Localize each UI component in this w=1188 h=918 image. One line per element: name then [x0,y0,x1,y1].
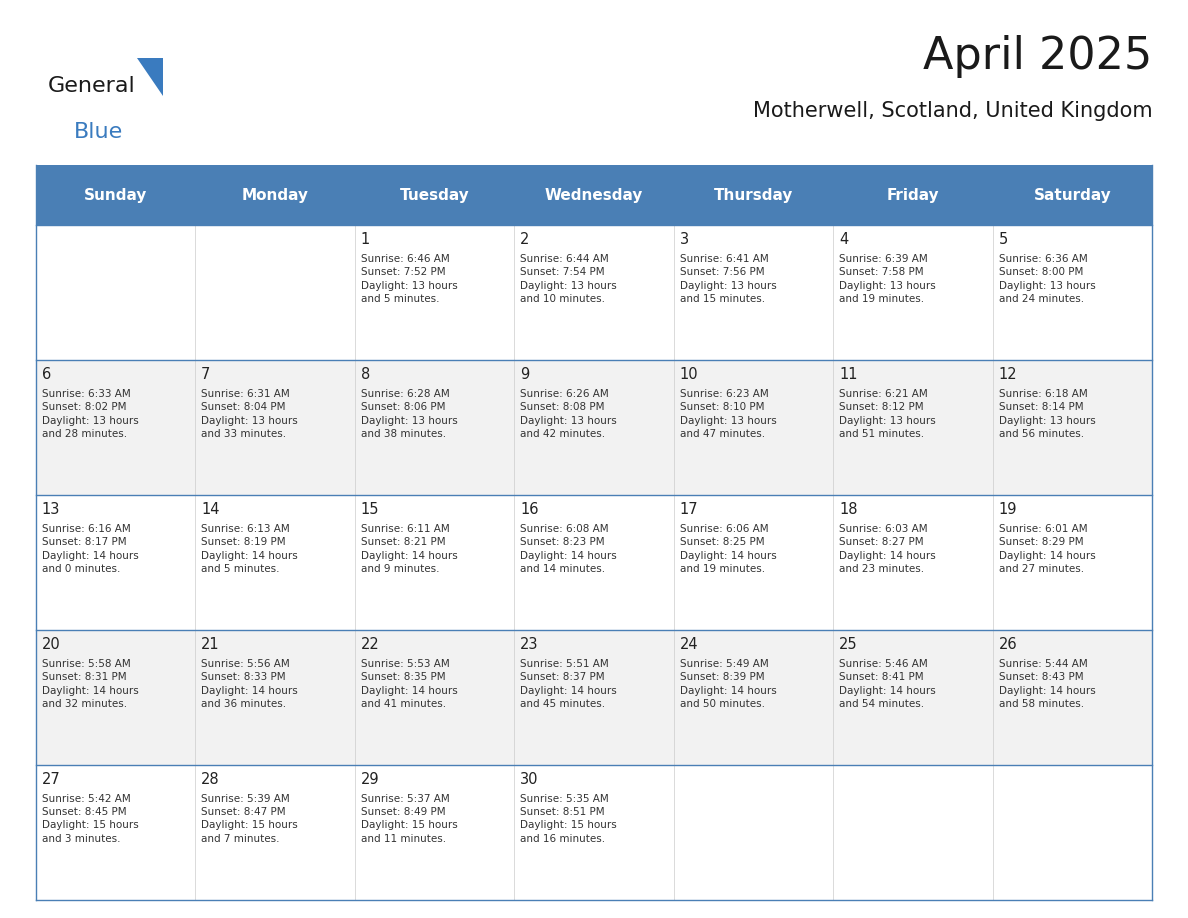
Text: General: General [48,76,135,96]
Text: 13: 13 [42,502,59,517]
Text: Sunrise: 6:16 AM
Sunset: 8:17 PM
Daylight: 14 hours
and 0 minutes.: Sunrise: 6:16 AM Sunset: 8:17 PM Dayligh… [42,524,138,574]
Text: Sunrise: 6:41 AM
Sunset: 7:56 PM
Daylight: 13 hours
and 15 minutes.: Sunrise: 6:41 AM Sunset: 7:56 PM Dayligh… [680,254,777,304]
Bar [36,225,1152,360]
Text: Monday: Monday [241,187,309,203]
Text: 4: 4 [839,232,848,247]
Text: 22: 22 [361,637,379,652]
Text: 5: 5 [999,232,1009,247]
Text: Saturday: Saturday [1034,187,1112,203]
Text: Sunrise: 5:44 AM
Sunset: 8:43 PM
Daylight: 14 hours
and 58 minutes.: Sunrise: 5:44 AM Sunset: 8:43 PM Dayligh… [999,659,1095,709]
Text: 1: 1 [361,232,369,247]
Text: Sunrise: 5:58 AM
Sunset: 8:31 PM
Daylight: 14 hours
and 32 minutes.: Sunrise: 5:58 AM Sunset: 8:31 PM Dayligh… [42,659,138,709]
Text: Sunrise: 6:23 AM
Sunset: 8:10 PM
Daylight: 13 hours
and 47 minutes.: Sunrise: 6:23 AM Sunset: 8:10 PM Dayligh… [680,389,777,439]
Text: Sunrise: 5:35 AM
Sunset: 8:51 PM
Daylight: 15 hours
and 16 minutes.: Sunrise: 5:35 AM Sunset: 8:51 PM Dayligh… [520,794,617,844]
Text: Sunrise: 6:18 AM
Sunset: 8:14 PM
Daylight: 13 hours
and 56 minutes.: Sunrise: 6:18 AM Sunset: 8:14 PM Dayligh… [999,389,1095,439]
Text: Sunrise: 6:08 AM
Sunset: 8:23 PM
Daylight: 14 hours
and 14 minutes.: Sunrise: 6:08 AM Sunset: 8:23 PM Dayligh… [520,524,617,574]
Text: 16: 16 [520,502,538,517]
Text: Sunrise: 6:26 AM
Sunset: 8:08 PM
Daylight: 13 hours
and 42 minutes.: Sunrise: 6:26 AM Sunset: 8:08 PM Dayligh… [520,389,617,439]
Text: Sunrise: 6:33 AM
Sunset: 8:02 PM
Daylight: 13 hours
and 28 minutes.: Sunrise: 6:33 AM Sunset: 8:02 PM Dayligh… [42,389,138,439]
Text: 8: 8 [361,367,369,382]
Text: 28: 28 [201,772,220,787]
Text: Tuesday: Tuesday [399,187,469,203]
Bar [36,765,1152,900]
Text: Blue: Blue [74,122,122,142]
Text: 27: 27 [42,772,61,787]
Text: Sunrise: 5:53 AM
Sunset: 8:35 PM
Daylight: 14 hours
and 41 minutes.: Sunrise: 5:53 AM Sunset: 8:35 PM Dayligh… [361,659,457,709]
Text: 12: 12 [999,367,1017,382]
Text: Sunrise: 6:44 AM
Sunset: 7:54 PM
Daylight: 13 hours
and 10 minutes.: Sunrise: 6:44 AM Sunset: 7:54 PM Dayligh… [520,254,617,304]
Text: 24: 24 [680,637,699,652]
Text: 9: 9 [520,367,530,382]
Text: 23: 23 [520,637,538,652]
Polygon shape [137,58,163,96]
Text: 7: 7 [201,367,210,382]
Text: Sunrise: 6:39 AM
Sunset: 7:58 PM
Daylight: 13 hours
and 19 minutes.: Sunrise: 6:39 AM Sunset: 7:58 PM Dayligh… [839,254,936,304]
Text: Sunday: Sunday [83,187,147,203]
Text: 6: 6 [42,367,51,382]
Text: 26: 26 [999,637,1017,652]
Text: 17: 17 [680,502,699,517]
Text: Sunrise: 5:49 AM
Sunset: 8:39 PM
Daylight: 14 hours
and 50 minutes.: Sunrise: 5:49 AM Sunset: 8:39 PM Dayligh… [680,659,777,709]
Text: 19: 19 [999,502,1017,517]
Text: 10: 10 [680,367,699,382]
Text: Friday: Friday [886,187,940,203]
Text: 2: 2 [520,232,530,247]
Text: Sunrise: 6:46 AM
Sunset: 7:52 PM
Daylight: 13 hours
and 5 minutes.: Sunrise: 6:46 AM Sunset: 7:52 PM Dayligh… [361,254,457,304]
Text: Sunrise: 5:46 AM
Sunset: 8:41 PM
Daylight: 14 hours
and 54 minutes.: Sunrise: 5:46 AM Sunset: 8:41 PM Dayligh… [839,659,936,709]
Text: 20: 20 [42,637,61,652]
Text: Sunrise: 5:39 AM
Sunset: 8:47 PM
Daylight: 15 hours
and 7 minutes.: Sunrise: 5:39 AM Sunset: 8:47 PM Dayligh… [201,794,298,844]
Bar [36,360,1152,495]
Text: Sunrise: 6:21 AM
Sunset: 8:12 PM
Daylight: 13 hours
and 51 minutes.: Sunrise: 6:21 AM Sunset: 8:12 PM Dayligh… [839,389,936,439]
Text: Sunrise: 6:11 AM
Sunset: 8:21 PM
Daylight: 14 hours
and 9 minutes.: Sunrise: 6:11 AM Sunset: 8:21 PM Dayligh… [361,524,457,574]
Text: 29: 29 [361,772,379,787]
Text: Sunrise: 5:42 AM
Sunset: 8:45 PM
Daylight: 15 hours
and 3 minutes.: Sunrise: 5:42 AM Sunset: 8:45 PM Dayligh… [42,794,138,844]
Text: Sunrise: 5:37 AM
Sunset: 8:49 PM
Daylight: 15 hours
and 11 minutes.: Sunrise: 5:37 AM Sunset: 8:49 PM Dayligh… [361,794,457,844]
Text: Sunrise: 6:31 AM
Sunset: 8:04 PM
Daylight: 13 hours
and 33 minutes.: Sunrise: 6:31 AM Sunset: 8:04 PM Dayligh… [201,389,298,439]
Text: 21: 21 [201,637,220,652]
Text: Sunrise: 5:51 AM
Sunset: 8:37 PM
Daylight: 14 hours
and 45 minutes.: Sunrise: 5:51 AM Sunset: 8:37 PM Dayligh… [520,659,617,709]
Text: 3: 3 [680,232,689,247]
Text: Sunrise: 6:01 AM
Sunset: 8:29 PM
Daylight: 14 hours
and 27 minutes.: Sunrise: 6:01 AM Sunset: 8:29 PM Dayligh… [999,524,1095,574]
Text: 18: 18 [839,502,858,517]
Text: Sunrise: 5:56 AM
Sunset: 8:33 PM
Daylight: 14 hours
and 36 minutes.: Sunrise: 5:56 AM Sunset: 8:33 PM Dayligh… [201,659,298,709]
Text: Motherwell, Scotland, United Kingdom: Motherwell, Scotland, United Kingdom [753,101,1152,121]
Bar [36,165,1152,225]
Text: 25: 25 [839,637,858,652]
Bar [36,630,1152,765]
Text: Sunrise: 6:06 AM
Sunset: 8:25 PM
Daylight: 14 hours
and 19 minutes.: Sunrise: 6:06 AM Sunset: 8:25 PM Dayligh… [680,524,777,574]
Text: Sunrise: 6:13 AM
Sunset: 8:19 PM
Daylight: 14 hours
and 5 minutes.: Sunrise: 6:13 AM Sunset: 8:19 PM Dayligh… [201,524,298,574]
Text: April 2025: April 2025 [923,35,1152,78]
Bar [36,495,1152,630]
Text: 14: 14 [201,502,220,517]
Text: 30: 30 [520,772,538,787]
Text: Sunrise: 6:36 AM
Sunset: 8:00 PM
Daylight: 13 hours
and 24 minutes.: Sunrise: 6:36 AM Sunset: 8:00 PM Dayligh… [999,254,1095,304]
Text: Wednesday: Wednesday [545,187,643,203]
Text: 11: 11 [839,367,858,382]
Text: Thursday: Thursday [714,187,794,203]
Text: Sunrise: 6:03 AM
Sunset: 8:27 PM
Daylight: 14 hours
and 23 minutes.: Sunrise: 6:03 AM Sunset: 8:27 PM Dayligh… [839,524,936,574]
Text: Sunrise: 6:28 AM
Sunset: 8:06 PM
Daylight: 13 hours
and 38 minutes.: Sunrise: 6:28 AM Sunset: 8:06 PM Dayligh… [361,389,457,439]
Text: 15: 15 [361,502,379,517]
